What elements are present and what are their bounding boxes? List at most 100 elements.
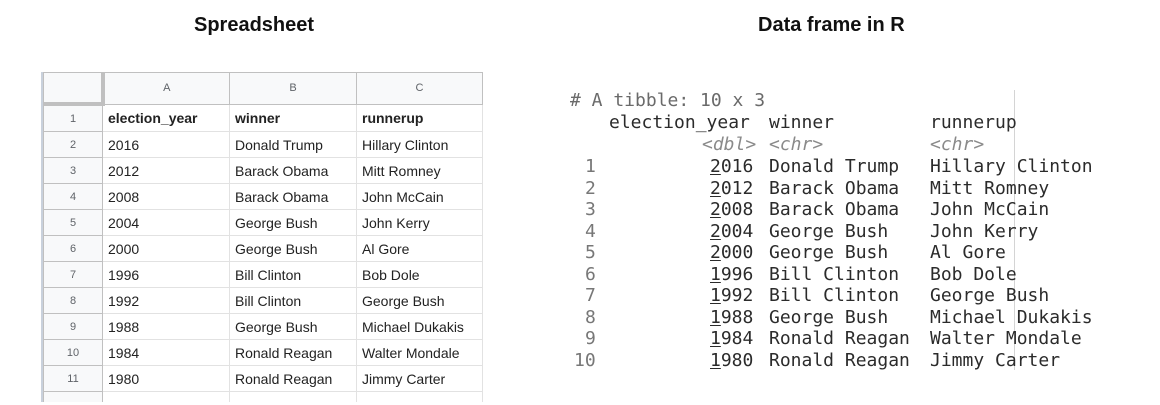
cell[interactable] — [356, 391, 483, 402]
cell[interactable]: 2016 — [102, 131, 230, 158]
console-cell-winner: Bill Clinton — [769, 263, 900, 285]
cell[interactable] — [102, 391, 230, 402]
console-cell-winner: Ronald Reagan — [769, 349, 910, 371]
console-cell-winner: Ronald Reagan — [769, 328, 910, 349]
row-header[interactable] — [43, 391, 103, 402]
console-row-number: 5 — [585, 242, 596, 263]
cell[interactable]: 2012 — [102, 157, 230, 184]
cell[interactable]: 1996 — [102, 261, 230, 288]
cell[interactable]: 2008 — [102, 183, 230, 210]
row-header[interactable]: 2 — [43, 131, 103, 158]
year-leading-digit: 2 — [710, 242, 721, 263]
cell[interactable]: 1980 — [102, 365, 230, 392]
cell[interactable]: Walter Mondale — [356, 339, 483, 366]
cell[interactable]: Hillary Clinton — [356, 131, 483, 158]
year-leading-digit: 1 — [710, 328, 721, 349]
cell[interactable]: 1988 — [102, 313, 230, 340]
console-cell-runnerup: John Kerry — [930, 220, 1039, 242]
console-cell-winner: George Bush — [769, 220, 889, 242]
console-row-number: 6 — [585, 263, 596, 285]
cell[interactable]: John McCain — [356, 183, 483, 210]
console-row-number: 10 — [574, 349, 596, 371]
cell[interactable]: Ronald Reagan — [229, 339, 357, 366]
table-row: 4 2008 Barack Obama John McCain — [43, 183, 483, 210]
cell[interactable]: Bill Clinton — [229, 261, 357, 288]
console-cell-year: 1996 — [710, 264, 753, 286]
console-col-header-runnerup: runnerup — [930, 112, 1017, 133]
console-cell-year: 2016 — [710, 156, 753, 178]
year-leading-digit: 2 — [710, 220, 721, 242]
cell[interactable]: Al Gore — [356, 235, 483, 262]
cell[interactable]: George Bush — [356, 287, 483, 314]
cell-header-election-year[interactable]: election_year — [102, 103, 230, 132]
table-row: 7 1996 Bill Clinton Bob Dole — [43, 261, 483, 288]
row-header[interactable]: 10 — [43, 339, 103, 366]
row-header[interactable]: 1 — [43, 103, 103, 132]
cell[interactable]: Barack Obama — [229, 157, 357, 184]
console-cell-runnerup: Al Gore — [930, 242, 1006, 263]
console-cell-runnerup: Hillary Clinton — [930, 156, 1093, 177]
table-row — [43, 391, 483, 402]
cell[interactable]: Michael Dukakis — [356, 313, 483, 340]
console-col-header-winner: winner — [769, 112, 835, 133]
console-type-chr: <chr> — [930, 134, 985, 155]
console-cell-year: 2012 — [710, 178, 753, 200]
console-cell-year: 2008 — [710, 199, 753, 221]
console-divider — [1014, 90, 1015, 370]
cell[interactable]: Ronald Reagan — [229, 365, 357, 392]
console-cell-runnerup: Bob Dole — [930, 263, 1017, 285]
row-header[interactable]: 8 — [43, 287, 103, 314]
column-header-b[interactable]: B — [229, 72, 357, 105]
cell[interactable] — [229, 391, 357, 402]
table-row: 11 1980 Ronald Reagan Jimmy Carter — [43, 365, 483, 392]
cell[interactable]: George Bush — [229, 209, 357, 236]
console-cell-winner: Donald Trump — [769, 156, 900, 177]
year-rest: 016 — [720, 156, 754, 177]
row-header[interactable]: 3 — [43, 157, 103, 184]
r-console-output: # A tibble: 10 x 3 election_year winner … — [562, 90, 1122, 375]
row-header[interactable]: 9 — [43, 313, 103, 340]
console-type-chr: <chr> — [769, 134, 824, 155]
column-header-a[interactable]: A — [102, 72, 230, 105]
console-cell-winner: George Bush — [769, 242, 889, 263]
row-header[interactable]: 7 — [43, 261, 103, 288]
console-cell-year: 1988 — [710, 307, 753, 329]
cell[interactable]: Jimmy Carter — [356, 365, 483, 392]
cell[interactable]: John Kerry — [356, 209, 483, 236]
select-all-corner[interactable] — [43, 72, 105, 106]
console-cell-year: 1992 — [710, 285, 753, 307]
cell[interactable]: George Bush — [229, 235, 357, 262]
console-row-number: 8 — [585, 306, 596, 328]
console-cell-year: 2000 — [710, 242, 753, 264]
row-header[interactable]: 5 — [43, 209, 103, 236]
console-cell-year: 1980 — [710, 350, 753, 372]
column-header-c[interactable]: C — [356, 72, 483, 105]
cell-header-winner[interactable]: winner — [229, 103, 357, 132]
table-row: 10 1984 Ronald Reagan Walter Mondale — [43, 339, 483, 366]
console-row-number: 3 — [585, 199, 596, 220]
console-row-number: 1 — [585, 156, 596, 177]
console-cell-winner: Barack Obama — [769, 199, 900, 220]
cell[interactable]: 1992 — [102, 287, 230, 314]
table-row: 5 2004 George Bush John Kerry — [43, 209, 483, 236]
cell[interactable]: 2000 — [102, 235, 230, 262]
cell[interactable]: Barack Obama — [229, 183, 357, 210]
row-header[interactable]: 11 — [43, 365, 103, 392]
cell[interactable]: Donald Trump — [229, 131, 357, 158]
year-rest: 996 — [720, 263, 754, 285]
table-row: 3 2012 Barack Obama Mitt Romney — [43, 157, 483, 184]
year-rest: 004 — [720, 220, 754, 242]
cell[interactable]: Bob Dole — [356, 261, 483, 288]
cell[interactable]: Mitt Romney — [356, 157, 483, 184]
console-row-number: 7 — [585, 285, 596, 306]
year-leading-digit: 1 — [710, 349, 721, 371]
cell[interactable]: 2004 — [102, 209, 230, 236]
cell[interactable]: Bill Clinton — [229, 287, 357, 314]
cell[interactable]: 1984 — [102, 339, 230, 366]
year-leading-digit: 2 — [710, 156, 721, 177]
cell-header-runnerup[interactable]: runnerup — [356, 103, 483, 132]
row-header[interactable]: 6 — [43, 235, 103, 262]
cell[interactable]: George Bush — [229, 313, 357, 340]
row-header[interactable]: 4 — [43, 183, 103, 210]
